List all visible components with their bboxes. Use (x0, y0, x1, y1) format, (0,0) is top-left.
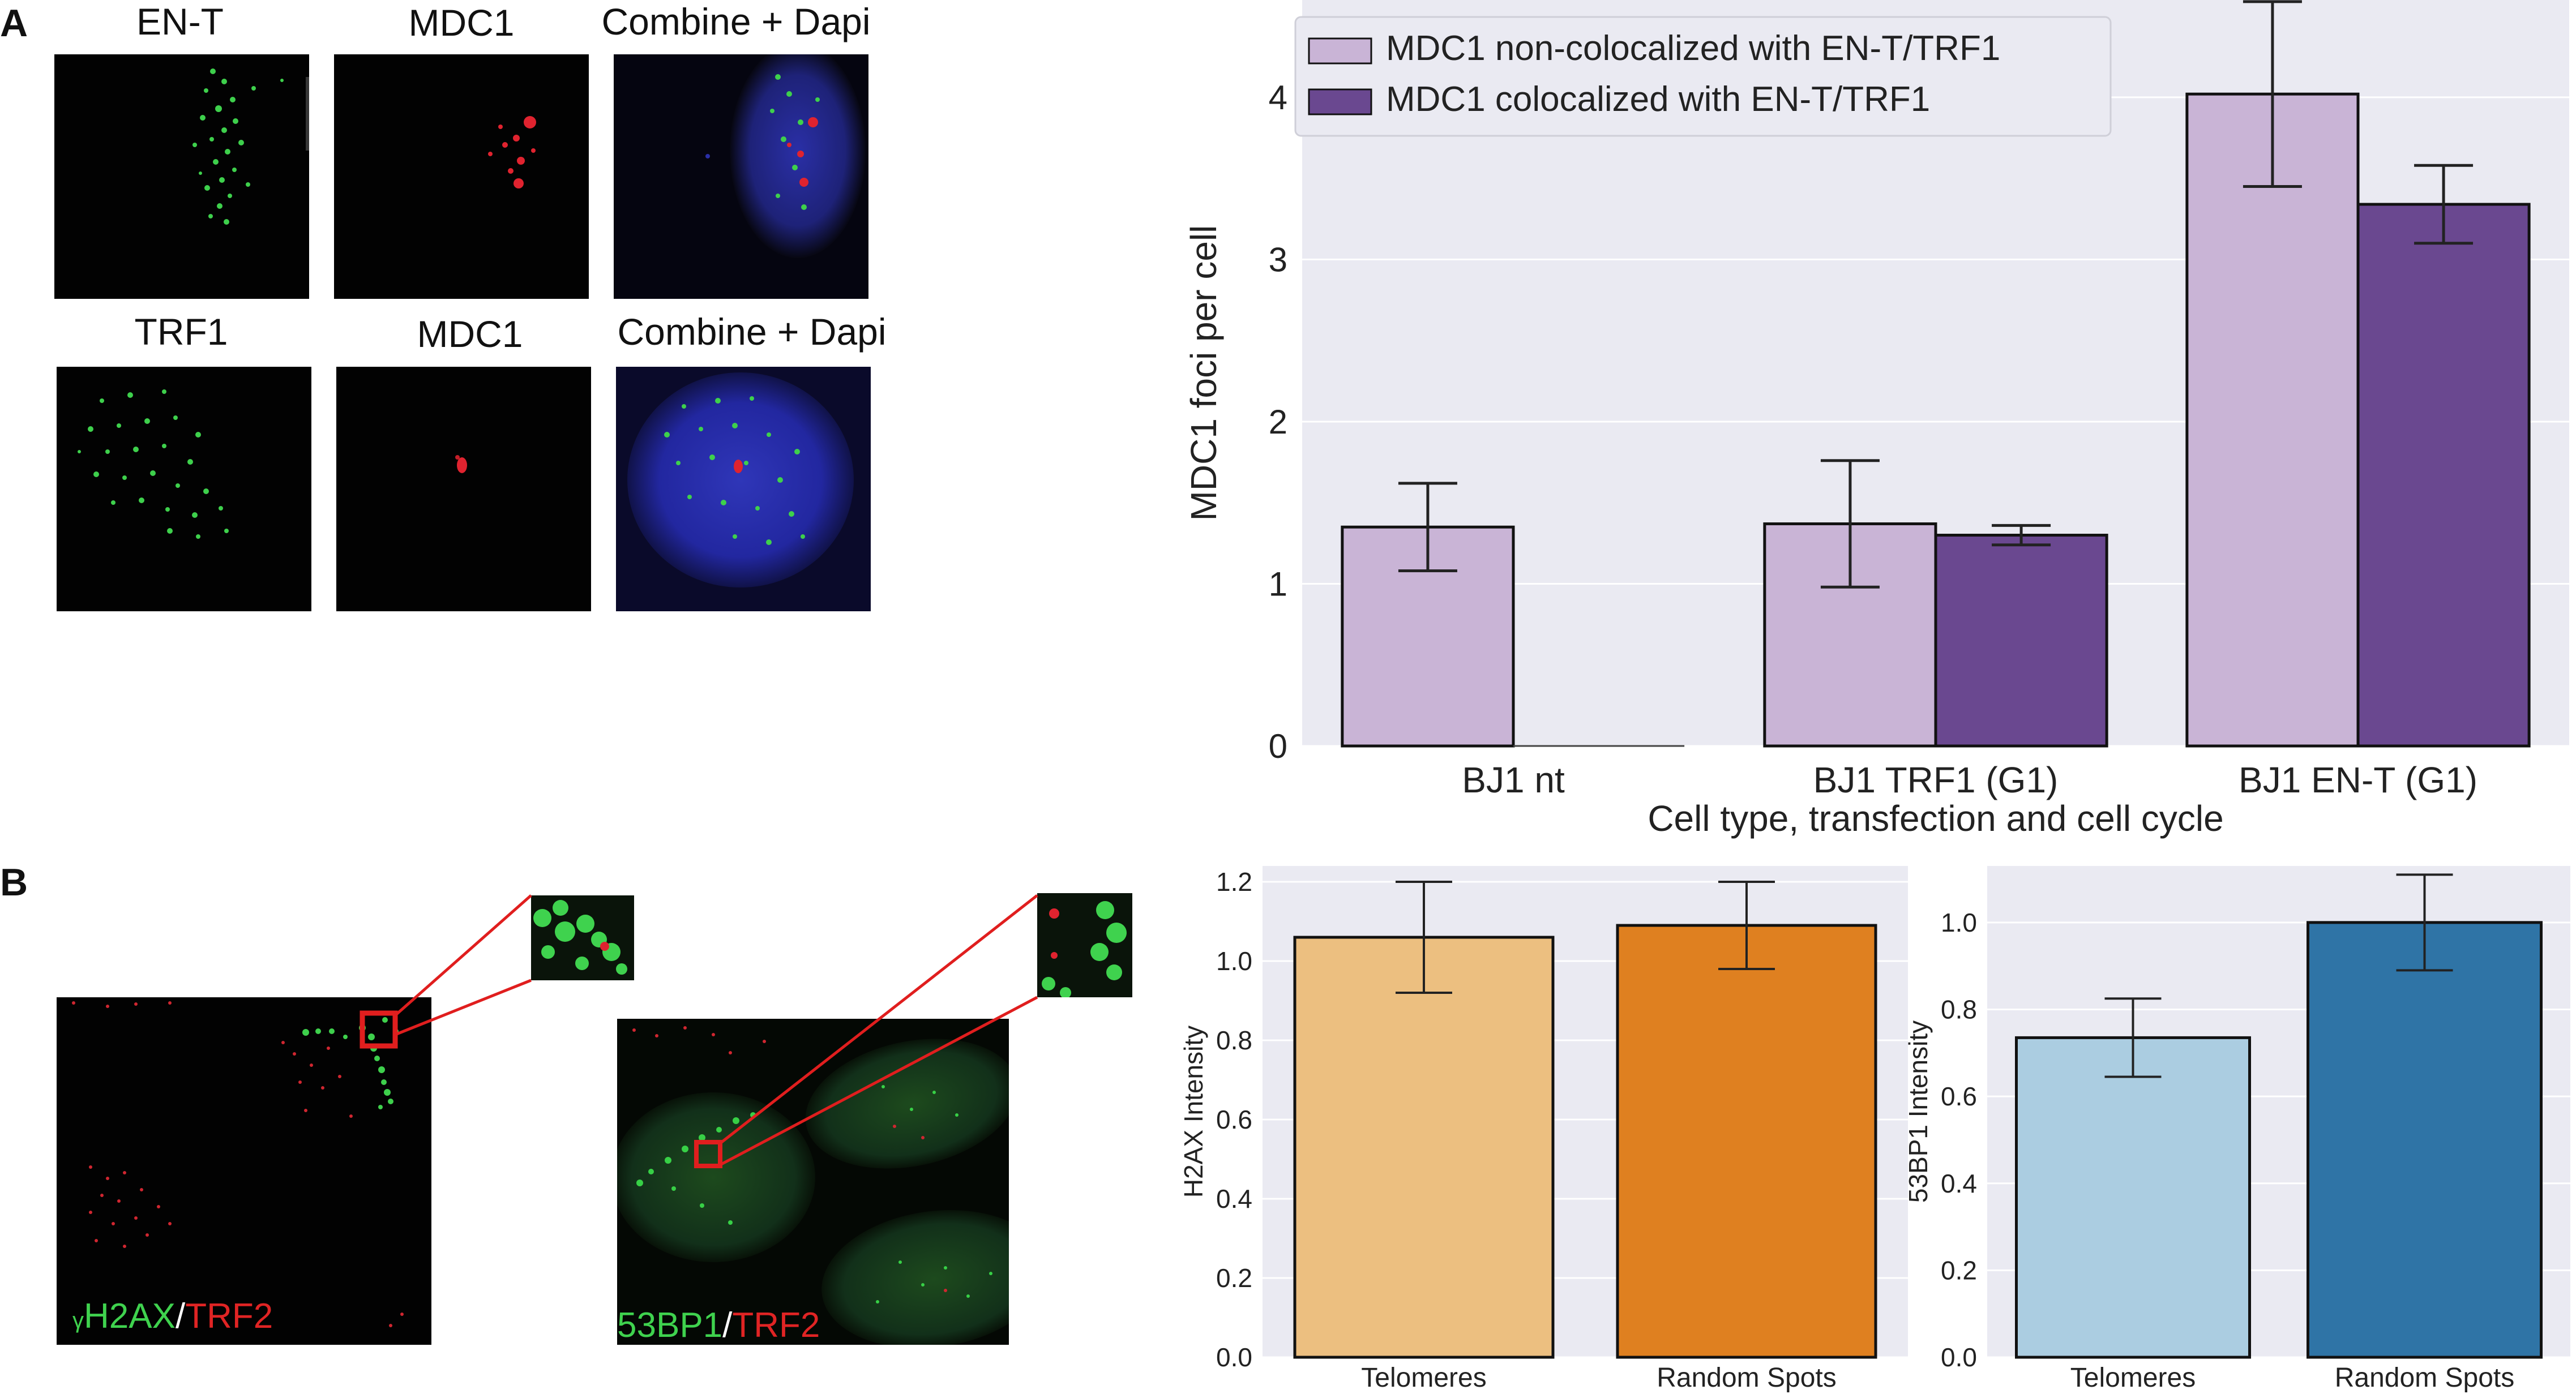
bar (2307, 921, 2543, 1359)
legend-swatch (1308, 88, 1372, 115)
slash: / (722, 1306, 733, 1345)
label-trf1: TRF1 (134, 311, 228, 353)
y-tick-label: 0.6 (1941, 1082, 1977, 1111)
y-tick-label: 0.4 (1941, 1169, 1977, 1198)
panel-letter-a: A (0, 2, 28, 45)
slash: / (175, 1297, 186, 1336)
connector-line (719, 996, 1038, 1167)
overlay-label-53bp1-trf2: 53BP1/TRF2 (617, 1305, 820, 1345)
label-combine-dapi-top: Combine + Dapi (601, 1, 871, 42)
y-tick-label: 0.2 (1216, 1263, 1252, 1293)
red-foci (488, 116, 536, 188)
cell-nucleus-2 (821, 1210, 1009, 1345)
label-mdc1-top: MDC1 (408, 2, 515, 44)
h2ax-text: H2AX (84, 1297, 176, 1336)
label-combine-dapi-bottom: Combine + Dapi (617, 311, 887, 353)
legend-swatch (1308, 37, 1372, 65)
zoom-box-marker (694, 1140, 722, 1168)
y-tick-label: 0.0 (1216, 1343, 1252, 1372)
y-tick-label: 1.2 (1216, 867, 1252, 897)
trf2-text: TRF2 (185, 1297, 273, 1336)
micrograph-mdc1-bottom (336, 367, 591, 611)
y-tick-label: 1.0 (1216, 946, 1252, 976)
y-tick-label: 2 (1269, 403, 1287, 441)
y-tick-label: 0.4 (1216, 1184, 1252, 1213)
panel-letter-b: B (0, 861, 28, 904)
chart-mdc1-foci: 0 1 2 3 4 BJ1 nt BJ1 TRF1 (G1) BJ1 EN-T (G1) Cel… (1183, 0, 2569, 839)
bar (1293, 936, 1555, 1359)
gamma-prefix: γ (72, 1308, 84, 1333)
overlay-label-h2ax-trf2: γH2AX/TRF2 (72, 1296, 273, 1336)
zoom-inset-h2ax (531, 895, 634, 980)
micrograph-combine-dapi-top (614, 54, 868, 299)
label-en-t: EN-T (136, 1, 224, 42)
x-tick-label: BJ1 TRF1 (G1) (1813, 760, 2059, 800)
x-axis-label: Cell type, transfection and cell cycle (1648, 798, 2223, 839)
nucleus (730, 54, 866, 258)
connector-line (394, 894, 532, 1017)
red-focus (457, 457, 467, 473)
legend-label: MDC1 colocalized with EN-T/TRF1 (1386, 80, 1930, 119)
micrograph-h2ax-trf2 (57, 997, 431, 1345)
micrograph-en-t (54, 54, 309, 299)
connector-line (719, 894, 1038, 1144)
chart-h2ax-intensity: 0.0 0.2 0.4 0.6 0.8 1.0 1.2 Telomeres Random Spo… (1179, 866, 1908, 1393)
x-tick-label: Telomeres (1361, 1363, 1486, 1393)
x-tick-label: Telomeres (2070, 1363, 2196, 1393)
bar (1934, 534, 2108, 748)
zoom-inset-53bp1 (1037, 893, 1132, 997)
53bp1-text: 53BP1 (617, 1306, 723, 1345)
micrograph-mdc1-top (334, 54, 589, 299)
y-axis-label: MDC1 foci per cell (1183, 225, 1224, 521)
y-tick-label: 0.8 (1216, 1026, 1252, 1055)
legend-box (1294, 16, 2112, 137)
y-tick-label: 0.2 (1941, 1255, 1977, 1285)
green-foci (78, 389, 229, 539)
y-tick-label: 3 (1269, 241, 1287, 278)
y-tick-label: 4 (1269, 79, 1287, 117)
red-foci (72, 1001, 404, 1327)
micrograph-combine-dapi-bottom (616, 367, 871, 611)
y-tick-label: 0.8 (1941, 995, 1977, 1024)
y-tick-label: 0.6 (1216, 1105, 1252, 1134)
x-tick-label: BJ1 EN-T (G1) (2239, 760, 2477, 800)
bar (2356, 203, 2531, 748)
micrograph-trf1 (57, 367, 311, 611)
y-axis-label: H2AX Intensity (1179, 1026, 1208, 1198)
cell-nucleus-3 (617, 1092, 815, 1262)
y-tick-label: 0 (1269, 727, 1287, 765)
cell-nucleus-1 (805, 1039, 1009, 1169)
connector-line (395, 979, 532, 1036)
nucleus (627, 372, 854, 587)
trf2-text: TRF2 (732, 1306, 820, 1345)
micrograph-53bp1-trf2 (617, 1019, 1009, 1345)
label-mdc1-bottom: MDC1 (417, 313, 523, 355)
bar (2015, 1036, 2251, 1359)
bar (2185, 92, 2360, 748)
y-tick-label: 1 (1269, 565, 1287, 603)
y-axis-label: 53BP1 Intensity (1903, 1020, 1933, 1203)
bar (1616, 924, 1877, 1359)
zoom-box-marker (360, 1010, 398, 1049)
x-tick-label: Random Spots (1657, 1363, 1837, 1393)
legend-label: MDC1 non-colocalized with EN-T/TRF1 (1386, 29, 2000, 68)
y-tick-label: 0.0 (1941, 1343, 1977, 1372)
x-tick-label: BJ1 nt (1462, 760, 1565, 800)
chart-53bp1-intensity: 0.0 0.2 0.4 0.6 0.8 1.0 Telomeres Random Spots 5… (1903, 866, 2570, 1393)
x-tick-label: Random Spots (2335, 1363, 2515, 1393)
y-tick-label: 1.0 (1941, 908, 1977, 937)
green-foci (192, 68, 284, 225)
